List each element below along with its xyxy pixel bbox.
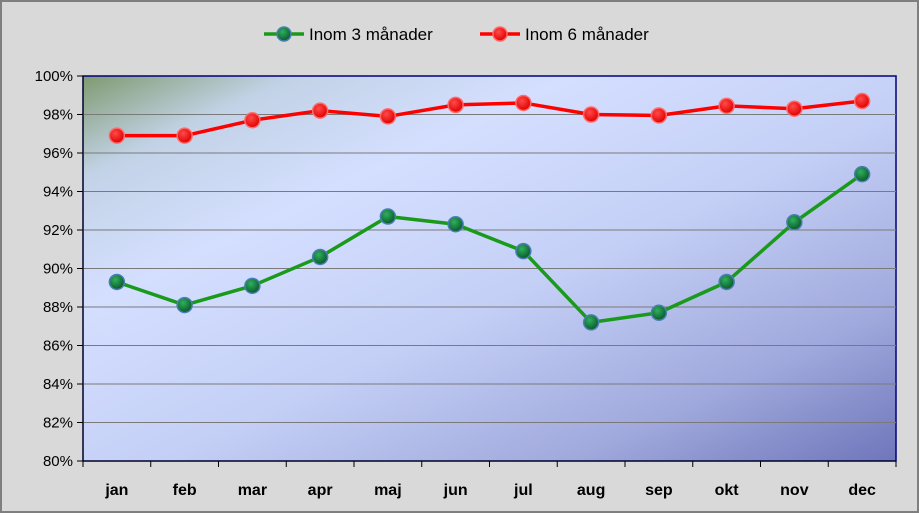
data-point: [853, 92, 871, 110]
data-point: [853, 165, 871, 183]
legend-label: Inom 6 månader: [525, 25, 649, 44]
data-point: [582, 106, 600, 123]
x-tick-label: sep: [645, 482, 673, 499]
data-point: [176, 127, 193, 144]
x-tick-label: jul: [513, 482, 533, 499]
legend-marker: [492, 26, 508, 42]
data-point: [379, 108, 397, 125]
x-tick-label: jan: [104, 482, 128, 499]
y-tick-label: 82%: [43, 415, 73, 432]
series-line: [116, 99, 863, 138]
legend-marker: [276, 26, 292, 42]
x-tick-label: aug: [577, 482, 605, 499]
x-tick-label: nov: [780, 482, 809, 499]
x-tick-label: maj: [374, 482, 402, 499]
y-tick-label: 92%: [43, 222, 73, 239]
series-line: [116, 172, 864, 325]
axes: 80% 82% 84% 86% 88% 90% 92% 94% 96% 98% 100% jan feb…: [35, 68, 897, 499]
y-tick-label: 84%: [43, 376, 73, 393]
x-tick-label: mar: [238, 482, 267, 499]
data-point: [650, 107, 668, 124]
data-point: [311, 102, 329, 119]
data-point: [786, 214, 803, 231]
data-point: [650, 304, 668, 322]
legend-label: Inom 3 månader: [309, 25, 433, 44]
gridlines: [83, 114, 896, 423]
x-tick-label: okt: [715, 482, 740, 499]
data-point: [786, 100, 803, 117]
data-point: [515, 242, 532, 260]
data-point: [176, 296, 193, 314]
data-point: [108, 273, 126, 291]
y-tick-label: 86%: [43, 338, 73, 355]
x-tick-label: dec: [848, 482, 876, 499]
series-layer: [108, 92, 871, 331]
y-tick-label: 88%: [43, 299, 73, 316]
data-point: [379, 208, 397, 225]
data-point: [447, 215, 464, 233]
legend: Inom 3 månader Inom 6 månader: [264, 25, 649, 44]
x-tick-label: apr: [308, 482, 333, 499]
data-point: [582, 314, 600, 331]
y-tick-label: 98%: [43, 107, 73, 124]
x-tick-label: jun: [443, 482, 468, 499]
y-tick-label: 80%: [43, 453, 73, 470]
data-point: [447, 96, 464, 114]
data-point: [244, 277, 261, 295]
data-point: [244, 112, 261, 129]
y-tick-label: 100%: [35, 68, 73, 85]
data-point: [515, 94, 532, 112]
y-tick-label: 96%: [43, 145, 73, 162]
data-point: [108, 127, 126, 144]
x-tick-label: feb: [173, 482, 197, 499]
data-point: [718, 273, 735, 291]
y-tick-label: 90%: [43, 261, 73, 278]
data-point: [718, 97, 735, 115]
y-tick-label: 94%: [43, 184, 73, 201]
data-point: [311, 248, 329, 266]
